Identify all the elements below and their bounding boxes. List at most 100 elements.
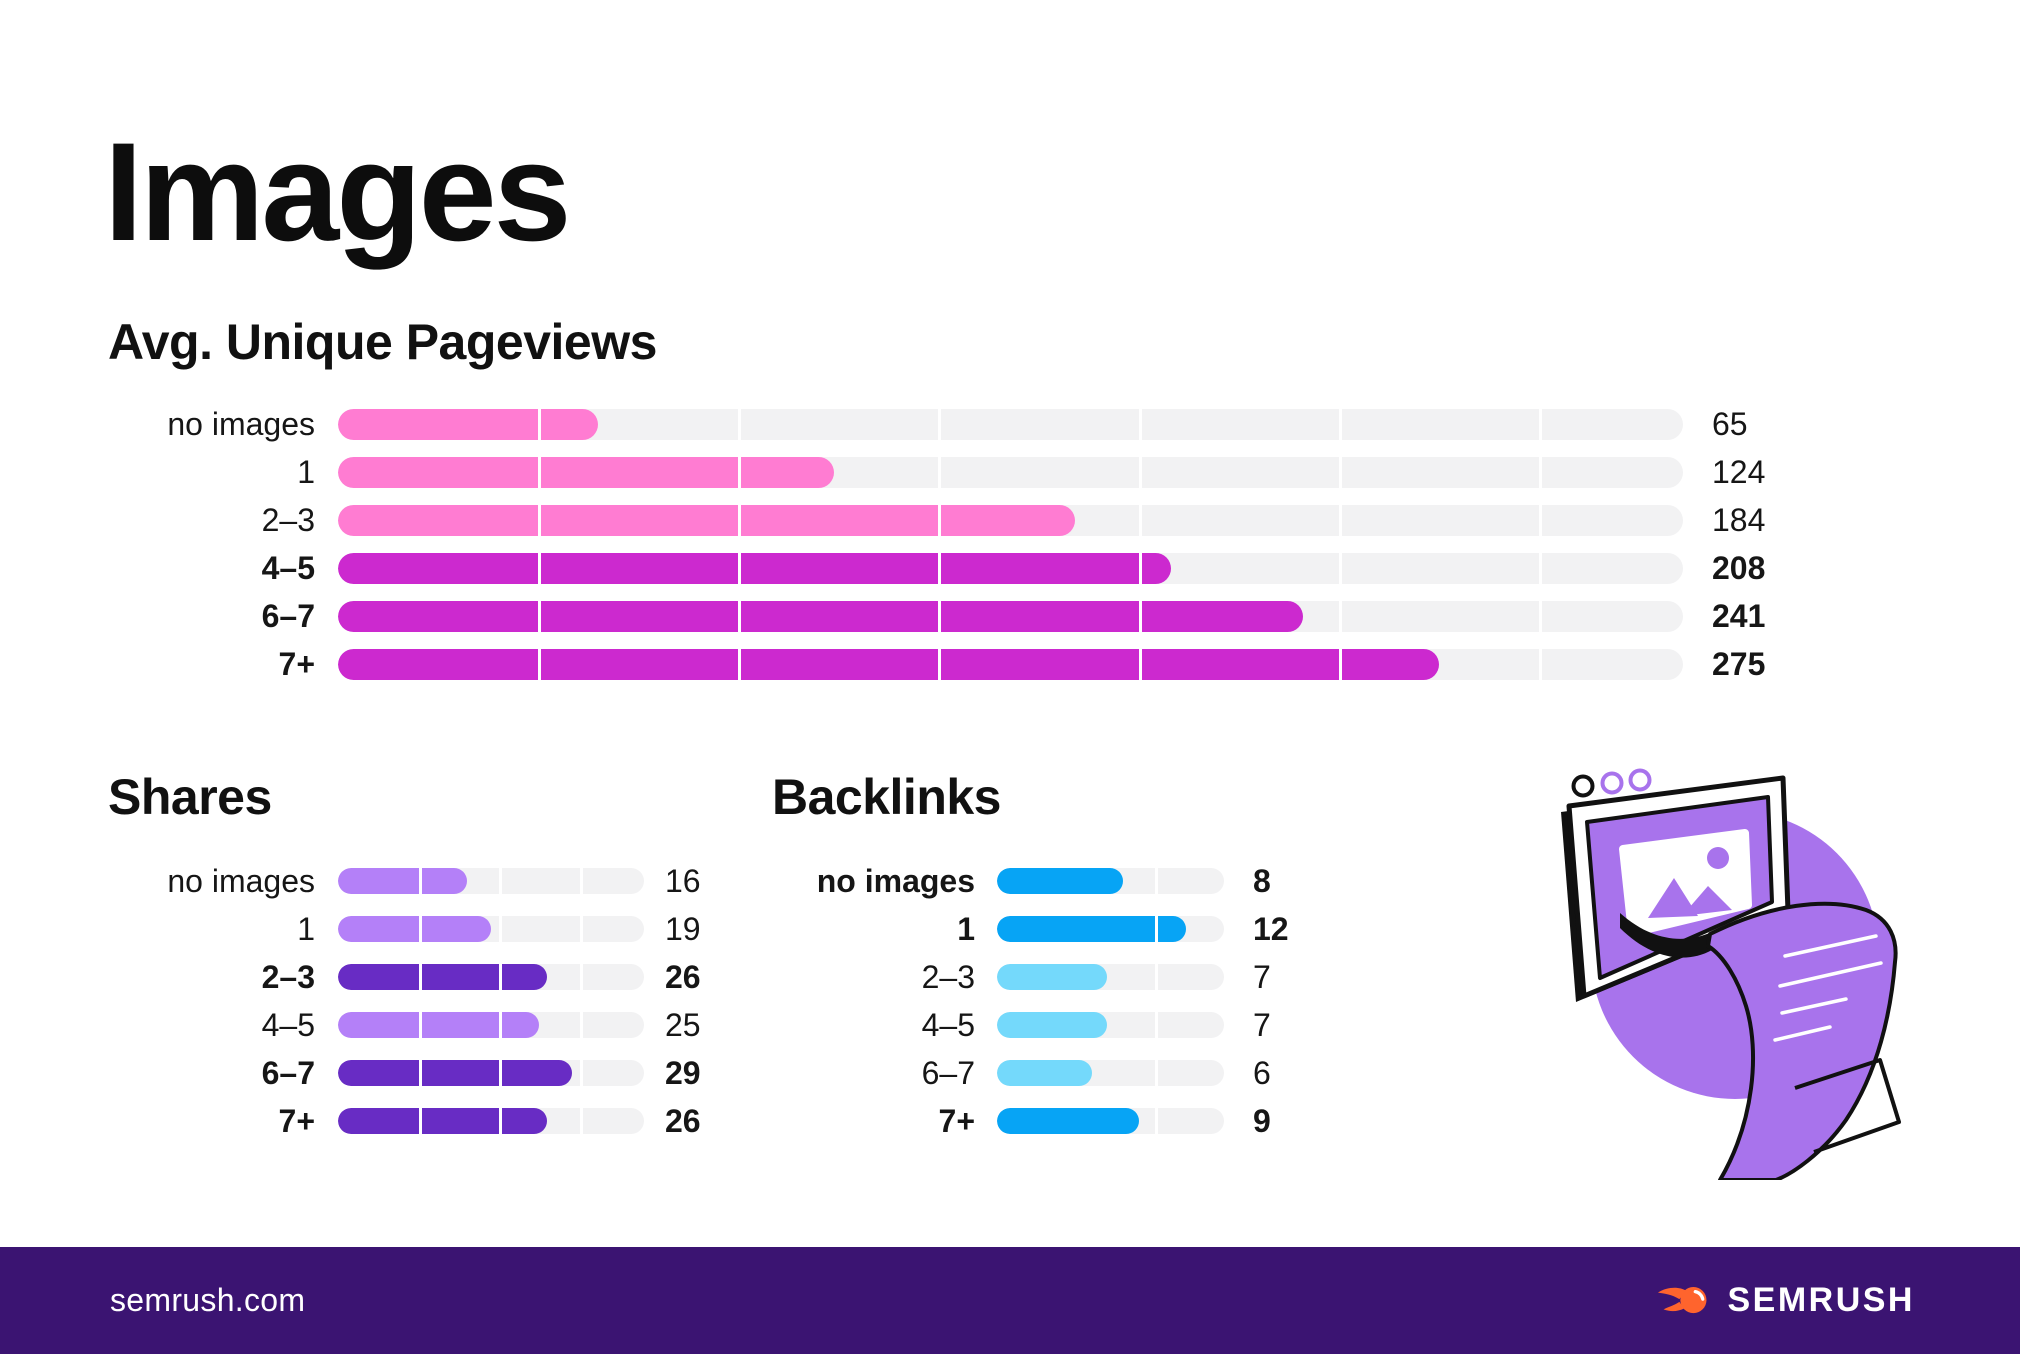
gridline: [1138, 409, 1142, 440]
bar: [338, 1060, 572, 1086]
bar-track: [338, 457, 1683, 488]
gridline: [738, 649, 742, 680]
bar-track: [338, 868, 644, 894]
gridline: [538, 409, 542, 440]
bar-track: [338, 1060, 644, 1086]
gridline: [418, 868, 422, 894]
gridline: [499, 1060, 503, 1086]
row-label: 4–5: [261, 1007, 315, 1043]
footer-site-url: semrush.com: [110, 1282, 306, 1318]
gridline: [938, 553, 942, 584]
row-label: no images: [816, 863, 975, 899]
gridline: [1538, 601, 1542, 632]
gridline: [1138, 505, 1142, 536]
bar-track: [338, 916, 644, 942]
gridline: [1338, 553, 1342, 584]
gridline: [1138, 553, 1142, 584]
row-label: 1: [297, 454, 315, 490]
row-value: 12: [1253, 911, 1289, 947]
row-value: 26: [665, 1103, 701, 1139]
gridline: [1338, 457, 1342, 488]
row-label: 6–7: [921, 1055, 975, 1091]
row-value: 208: [1712, 550, 1766, 586]
bar-track: [338, 649, 1683, 680]
chart-pageviews: no images 65 1 124 2–3 184 4–5 208 6–7 241 7+ 275: [0, 406, 2020, 697]
gridline: [1538, 649, 1542, 680]
bar: [338, 868, 467, 894]
row-value: 6: [1253, 1055, 1271, 1091]
gridline: [938, 601, 942, 632]
bar-track: [997, 916, 1224, 942]
gridline: [738, 409, 742, 440]
gridline: [938, 457, 942, 488]
dot-icon: [1600, 771, 1624, 795]
chart-row: 4–5 25: [0, 1007, 2020, 1043]
gridline: [499, 1108, 503, 1134]
chart-row: 1 124: [0, 454, 2020, 490]
gridline: [938, 409, 942, 440]
row-value: 184: [1712, 502, 1766, 538]
gridline: [538, 601, 542, 632]
gridline: [1154, 868, 1158, 894]
bar: [997, 1060, 1092, 1086]
dot-icon: [1571, 774, 1595, 798]
next-photo-frame: [1794, 1058, 1901, 1154]
bar-track: [338, 505, 1683, 536]
gridline: [499, 964, 503, 990]
row-label: 7+: [278, 646, 315, 682]
gridline: [579, 1060, 583, 1086]
row-label: 7+: [278, 1103, 315, 1139]
gridline: [1338, 505, 1342, 536]
chart-row: 6–7 6: [0, 1055, 2020, 1091]
bar-track: [997, 1108, 1224, 1134]
row-label: no images: [167, 863, 315, 899]
row-label: 1: [957, 911, 975, 947]
row-label: 1: [297, 911, 315, 947]
bar: [997, 868, 1124, 894]
bar-track: [338, 553, 1683, 584]
gridline: [738, 601, 742, 632]
gridline: [738, 505, 742, 536]
gridline: [1154, 964, 1158, 990]
row-value: 25: [665, 1007, 701, 1043]
gridline: [499, 916, 503, 942]
gridline: [538, 649, 542, 680]
bar-track: [338, 964, 644, 990]
gridline: [1138, 649, 1142, 680]
bar-track: [997, 868, 1224, 894]
row-value: 8: [1253, 863, 1271, 899]
bar: [338, 409, 599, 440]
row-value: 9: [1253, 1103, 1271, 1139]
bar-track: [338, 409, 1683, 440]
row-label: 4–5: [261, 550, 315, 586]
chart-row: 2–3 7: [0, 959, 2020, 995]
gridline: [1138, 601, 1142, 632]
sun-icon: [1707, 847, 1729, 869]
row-value: 65: [1712, 406, 1748, 442]
row-value: 29: [665, 1055, 701, 1091]
gridline: [1338, 649, 1342, 680]
bar: [338, 601, 1303, 632]
semrush-logo-icon: [1658, 1286, 1707, 1313]
gridline: [579, 1012, 583, 1038]
gridline: [418, 964, 422, 990]
bar: [338, 505, 1075, 536]
gridline: [738, 553, 742, 584]
row-value: 16: [665, 863, 701, 899]
gridline: [499, 868, 503, 894]
chart-shares: no images 16 1 19 2–3 26 4–5 25 6–7 29 7+ 26: [0, 863, 2020, 1156]
gridline: [1138, 457, 1142, 488]
gridline: [538, 553, 542, 584]
mountain-icon: [1682, 886, 1732, 916]
semrush-logo-text: SEMRUSH: [1727, 1281, 1915, 1319]
bar-track: [338, 601, 1683, 632]
paper-fold-shadow: [1620, 913, 1712, 958]
section-title-backlinks: Backlinks: [772, 769, 1001, 825]
footer: semrush.com SEMRUSH: [0, 1247, 2020, 1354]
gridline: [1538, 409, 1542, 440]
chart-row: 1 19: [0, 911, 2020, 947]
row-label: 2–3: [261, 502, 315, 538]
bar: [338, 457, 835, 488]
row-label: 2–3: [921, 959, 975, 995]
chart-row: no images 8: [0, 863, 2020, 899]
